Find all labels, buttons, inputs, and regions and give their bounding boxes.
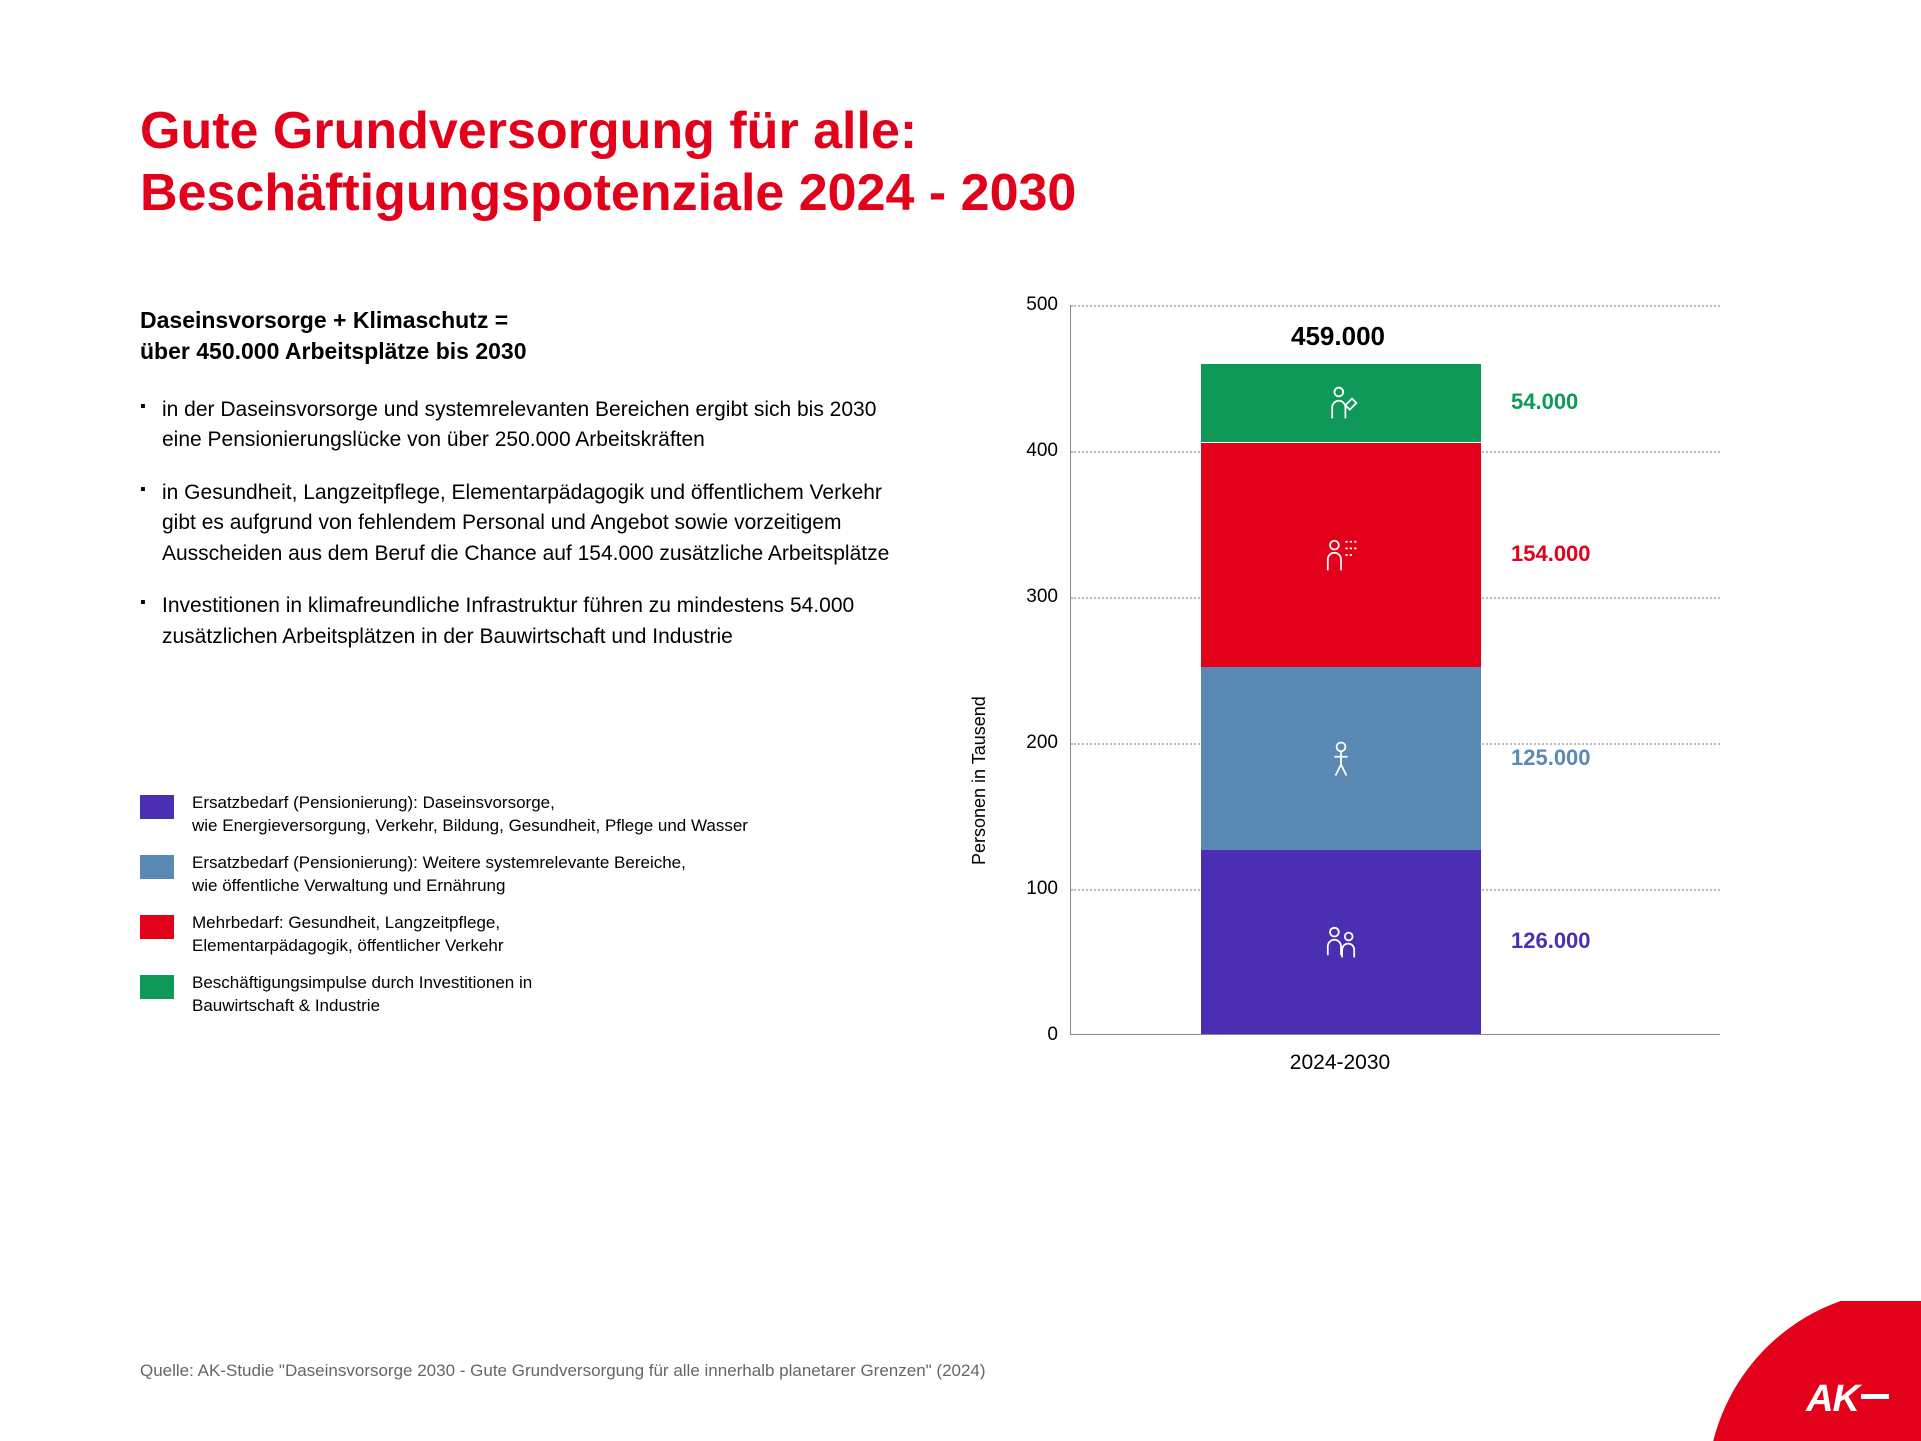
chart-column: Personen in Tausend 0100200300400500 126… — [980, 305, 1781, 1085]
page-title: Gute Grundversorgung für alle: Beschäfti… — [140, 100, 1781, 225]
legend-text: Ersatzbedarf (Pensionierung): Weitere sy… — [192, 852, 686, 898]
bullet-item: Investitionen in klimafreundliche Infras… — [140, 591, 920, 652]
segment-value-label: 126.000 — [1511, 928, 1591, 954]
text-column: Daseinsvorsorge + Klimaschutz = über 450… — [140, 305, 920, 1085]
bullet-list: in der Daseinsvorsorge und systemrelevan… — [140, 395, 920, 652]
bar-segment — [1201, 364, 1481, 443]
title-line-2: Beschäftigungspotenziale 2024 - 2030 — [140, 164, 1076, 222]
subtitle: Daseinsvorsorge + Klimaschutz = über 450… — [140, 305, 920, 367]
source-citation: Quelle: AK-Studie "Daseinsvorsorge 2030 … — [140, 1361, 986, 1381]
bar-segment — [1201, 667, 1481, 850]
legend-item: Beschäftigungsimpulse durch Investitione… — [140, 972, 920, 1018]
legend-text: Ersatzbedarf (Pensionierung): Daseinsvor… — [192, 792, 748, 838]
bullet-item: in Gesundheit, Langzeitpflege, Elementar… — [140, 478, 920, 569]
y-axis-label: Personen in Tausend — [969, 696, 990, 865]
x-axis-category: 2024-2030 — [1200, 1051, 1480, 1075]
segment-icon — [1319, 737, 1363, 781]
legend-item: Ersatzbedarf (Pensionierung): Daseinsvor… — [140, 792, 920, 838]
legend-swatch — [140, 855, 174, 879]
legend-swatch — [140, 915, 174, 939]
y-tick-label: 200 — [1026, 732, 1058, 754]
bar-segment — [1201, 443, 1481, 668]
y-tick-label: 100 — [1026, 878, 1058, 900]
title-line-1: Gute Grundversorgung für alle: — [140, 102, 917, 160]
segment-icon — [1319, 533, 1363, 577]
legend-item: Mehrbedarf: Gesundheit, Langzeitpflege,E… — [140, 912, 920, 958]
y-axis: Personen in Tausend 0100200300400500 — [980, 305, 1070, 1035]
legend-text: Mehrbedarf: Gesundheit, Langzeitpflege,E… — [192, 912, 504, 958]
segment-value-label: 154.000 — [1511, 541, 1591, 567]
y-tick-label: 0 — [1047, 1024, 1058, 1046]
bar-segment — [1201, 850, 1481, 1034]
segment-icon — [1319, 381, 1363, 425]
logo-text: AK — [1806, 1378, 1887, 1421]
subtitle-line-2: über 450.000 Arbeitsplätze bis 2030 — [140, 338, 527, 364]
segment-value-label: 125.000 — [1511, 745, 1591, 771]
y-tick-label: 400 — [1026, 440, 1058, 462]
bullet-item: in der Daseinsvorsorge und systemrelevan… — [140, 395, 920, 456]
y-tick-label: 300 — [1026, 586, 1058, 608]
y-tick-label: 500 — [1026, 294, 1058, 316]
legend-item: Ersatzbedarf (Pensionierung): Weitere sy… — [140, 852, 920, 898]
legend-swatch — [140, 795, 174, 819]
legend-swatch — [140, 975, 174, 999]
legend-text: Beschäftigungsimpulse durch Investitione… — [192, 972, 532, 1018]
segment-icon — [1319, 920, 1363, 964]
stacked-bar-chart: Personen in Tausend 0100200300400500 126… — [980, 305, 1720, 1085]
brand-logo: AK — [1681, 1301, 1921, 1441]
segment-value-label: 54.000 — [1511, 389, 1578, 415]
subtitle-line-1: Daseinsvorsorge + Klimaschutz = — [140, 307, 508, 333]
chart-legend: Ersatzbedarf (Pensionierung): Daseinsvor… — [140, 792, 920, 1018]
gridline — [1071, 305, 1720, 307]
plot-area: 126.000 125.000 154.000 54.000 459.000 — [1070, 305, 1720, 1035]
total-label: 459.000 — [1291, 321, 1385, 352]
